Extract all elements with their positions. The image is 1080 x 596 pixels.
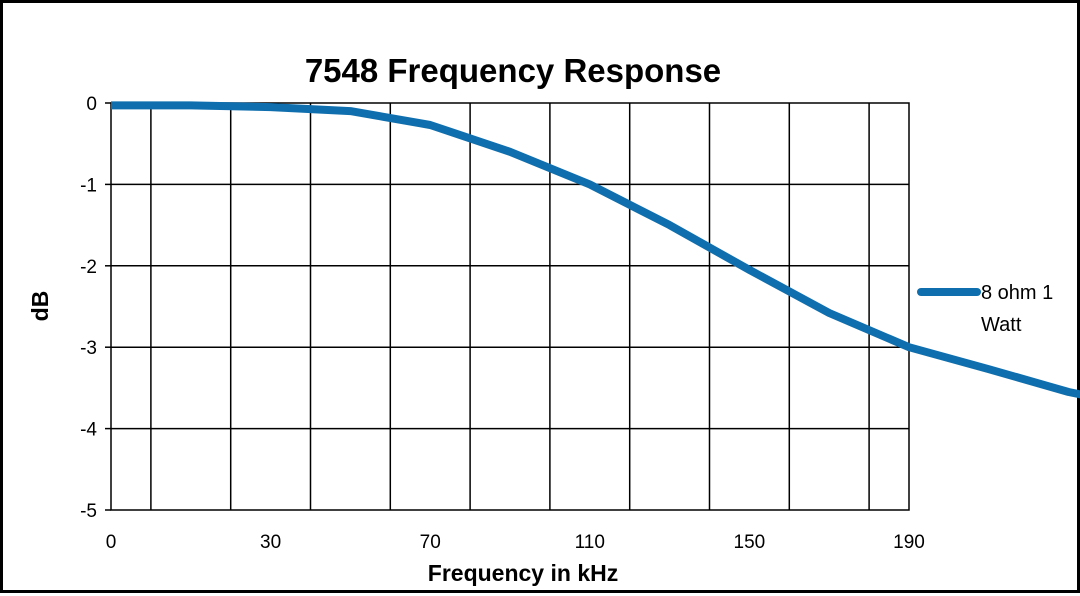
y-tick-label: -5 (80, 501, 97, 522)
legend-label-line: Watt (981, 314, 1022, 336)
grid (105, 102, 910, 511)
y-tick-label: 0 (86, 94, 97, 115)
x-tick-label: 150 (734, 532, 766, 553)
y-axis-title: dB (27, 291, 53, 322)
chart-title: 7548 Frequency Response (305, 52, 721, 89)
y-tick-label: -2 (80, 257, 97, 278)
y-axis-ticks: 0 -1 -2 -3 -4 -5 (80, 94, 97, 522)
x-tick-label: 110 (575, 532, 605, 553)
y-tick-label: -4 (80, 420, 97, 441)
x-tick-label: 70 (420, 532, 441, 553)
x-axis-ticks: 0 30 70 110 150 190 (106, 532, 925, 553)
x-tick-label: 0 (106, 532, 117, 553)
plot-area (110, 102, 910, 511)
series-layer (111, 101, 1080, 399)
y-tick-label: -3 (80, 338, 97, 359)
chart-svg: 7548 Frequency Response 0 -1 -2 -3 -4 -5 0 30 7… (27, 52, 1080, 586)
legend: 8 ohm 1 Watt (917, 282, 1053, 336)
y-tick-label: -1 (80, 175, 97, 196)
legend-label: 8 ohm 1 Watt (981, 282, 1053, 336)
x-axis-title: Frequency in kHz (428, 560, 618, 586)
x-tick-label: 30 (260, 532, 281, 553)
legend-label-line: 8 ohm 1 (981, 282, 1053, 304)
series-line (111, 101, 1080, 399)
x-tick-label: 190 (893, 532, 925, 553)
